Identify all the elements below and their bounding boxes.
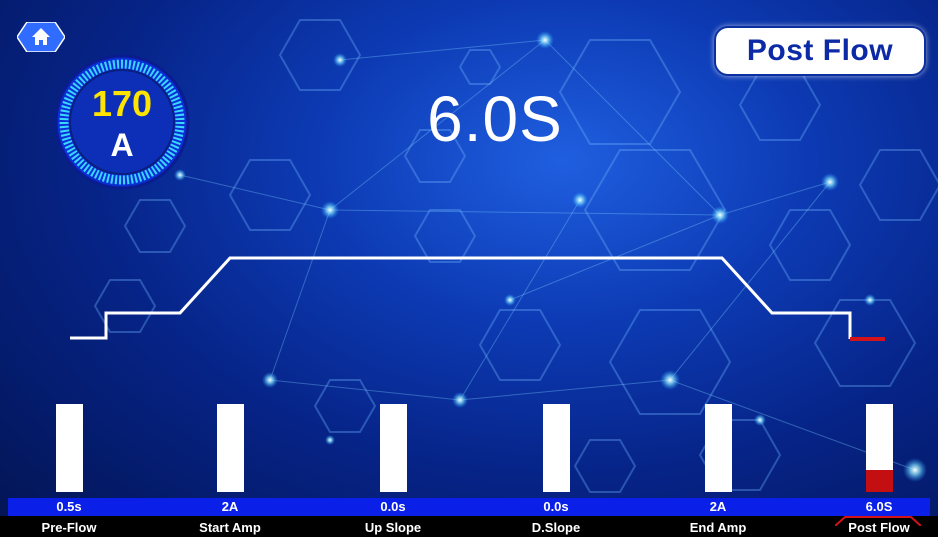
parameter-bar-fill bbox=[866, 470, 893, 492]
parameter-label-up-slope[interactable]: Up Slope bbox=[364, 520, 422, 535]
parameter-label-down-slope[interactable]: D.Slope bbox=[531, 520, 581, 535]
gauge-value: 170 bbox=[91, 83, 153, 124]
screen-title: Post Flow bbox=[746, 34, 894, 67]
parameter-label-end-amp[interactable]: End Amp bbox=[689, 520, 747, 535]
parameter-labels-strip bbox=[0, 516, 938, 537]
parameter-value: 0.0s bbox=[380, 499, 406, 514]
amperage-gauge: 170 A bbox=[53, 53, 191, 191]
parameter-values-strip bbox=[8, 498, 930, 516]
gauge-unit: A bbox=[110, 127, 134, 163]
home-button[interactable] bbox=[16, 21, 66, 53]
parameter-bar-down-slope[interactable] bbox=[543, 404, 570, 492]
parameter-value: 2A bbox=[221, 499, 239, 514]
current-setting-value: 6.0S bbox=[427, 83, 563, 155]
parameter-bar-pre-flow[interactable] bbox=[56, 404, 83, 492]
parameter-label-post-flow[interactable]: Post Flow bbox=[848, 520, 910, 535]
parameter-label-pre-flow[interactable]: Pre-Flow bbox=[41, 520, 97, 535]
parameter-label-start-amp[interactable]: Start Amp bbox=[199, 520, 261, 535]
parameter-bar-end-amp[interactable] bbox=[705, 404, 732, 492]
gauge-ring bbox=[54, 54, 190, 190]
parameter-bar-start-amp[interactable] bbox=[217, 404, 244, 492]
parameter-bar-up-slope[interactable] bbox=[380, 404, 407, 492]
screen-title-badge: Post Flow bbox=[714, 26, 926, 76]
parameter-value: 6.0S bbox=[865, 499, 893, 514]
waveform-line bbox=[70, 256, 852, 340]
parameter-value: 0.0s bbox=[543, 499, 569, 514]
active-tab-indicator bbox=[835, 516, 921, 526]
parameter-bar-post-flow[interactable] bbox=[866, 404, 893, 492]
parameter-value: 0.5s bbox=[56, 499, 82, 514]
parameter-value: 2A bbox=[709, 499, 727, 514]
